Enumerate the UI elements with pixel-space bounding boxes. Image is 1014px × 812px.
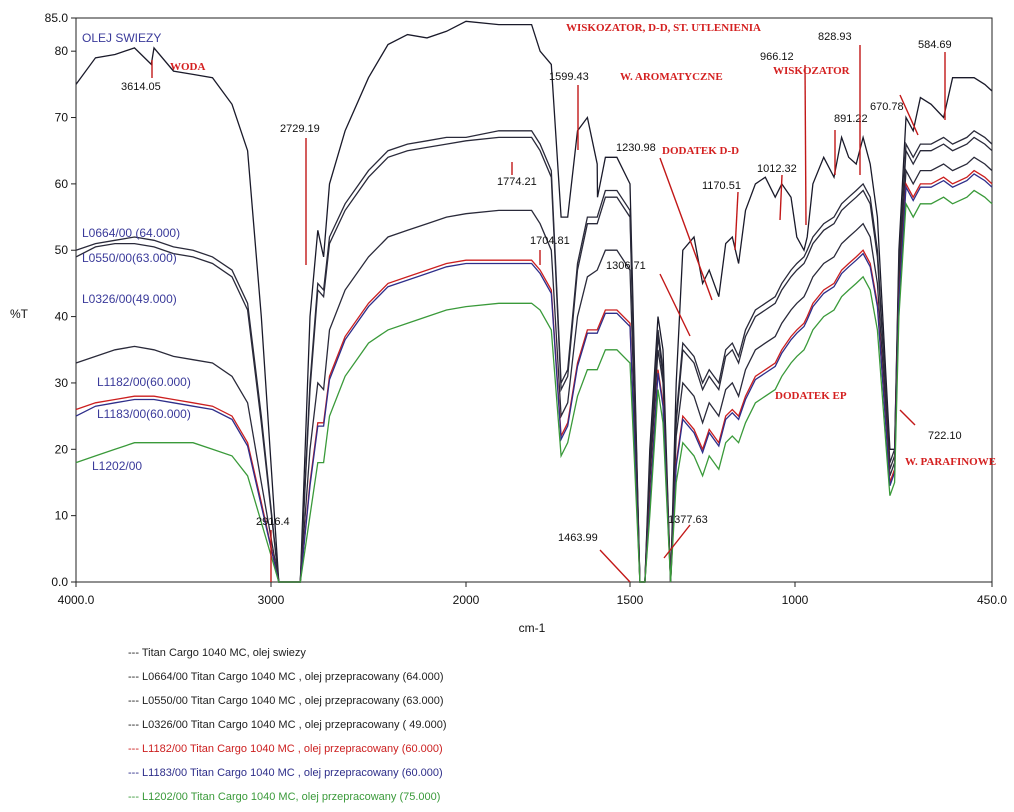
series-tag-3: L0326/00(49.000) [82,292,177,306]
series-tag-0: OLEJ SWIEZY [82,31,161,45]
peak-label-0: 3614.05 [121,81,161,93]
plot-frame [75,17,993,583]
x-tick-label: 1000 [782,593,809,607]
y-tick-label: 0.0 [51,575,68,589]
peak-leader-16 [663,524,691,559]
legend-entry-0: --- Titan Cargo 1040 MC, olej swiezy [128,647,306,659]
series-tag-2: L0550/00(63.000) [82,251,177,265]
peak-label-10: 966.12 [760,51,794,63]
peak-leader-8 [734,191,739,251]
y-axis-title: %T [10,307,29,321]
peak-leader-7 [659,157,713,301]
peak-leader-17 [899,409,916,426]
series-tag-1: L0664/00 (64.000) [82,226,180,240]
peak-label-16: 1377.63 [668,514,708,526]
y-tick-label: 40 [55,310,69,324]
annotation-6: W. PARAFINOWE [905,456,996,468]
series-line-3 [75,156,993,583]
annotation-0: WODA [170,61,206,73]
peak-label-11: 891.22 [834,113,868,125]
peak-label-13: 670.78 [870,101,904,113]
legend-entry-1: --- L0664/00 Titan Cargo 1040 MC , olej … [128,671,444,683]
y-tick-label: 10 [55,509,69,523]
y-tick-label: 80 [55,44,69,58]
peak-label-9: 1012.32 [757,163,797,175]
peak-label-1: 2729.19 [280,123,320,135]
chart-annotations: WODA W. AROMATYCZNE WISKOZATOR, D-D, ST. U… [170,22,996,468]
annotation-5: DODATEK EP [775,390,847,402]
x-tick-label: 4000.0 [58,593,95,607]
peak-label-14: 584.69 [918,39,952,51]
y-tick-label: 30 [55,376,69,390]
legend-entry-3: --- L0326/00 Titan Cargo 1040 MC , olej … [128,719,447,731]
annotation-1: W. AROMATYCZNE [620,71,723,83]
annotation-2: WISKOZATOR, D-D, ST. UTLENIENIA [566,22,761,34]
series-line-0 [75,20,993,583]
peak-leader-10 [804,64,807,226]
series-line-6 [75,189,993,583]
ftir-spectrum-chart: 0.0 10 20 30 40 50 60 70 80 85.0 4000.0 3000 2000 150… [10,11,1007,635]
y-tick-label: 50 [55,243,69,257]
peak-label-4: 1599.43 [549,71,589,83]
peak-leader-9 [779,174,783,221]
peak-label-2: 2916.4 [256,516,290,528]
annotation-3: DODATEK D-D [662,145,739,157]
x-tick-label: 450.0 [977,593,1007,607]
peak-leader-6 [659,273,691,337]
legend-entry-4: --- L1182/00 Titan Cargo 1040 MC , olej … [128,743,443,755]
series-line-2 [75,136,993,583]
legend-entry-6: --- L1202/00 Titan Cargo 1040 MC, olej p… [128,791,441,803]
y-tick-label: 20 [55,442,69,456]
chart-series [75,20,993,583]
legend-entry-5: --- L1183/00 Titan Cargo 1040 MC , olej … [128,767,443,779]
x-tick-label: 3000 [258,593,285,607]
peak-label-15: 1463.99 [558,532,598,544]
annotation-4: WISKOZATOR [773,65,851,77]
x-tick-label: 1500 [617,593,644,607]
series-tag-4: L1182/00(60.000) [97,375,191,389]
peak-label-6: 1306.71 [606,260,646,272]
peak-label-7: 1230.98 [616,142,656,154]
x-tick-label: 2000 [453,593,480,607]
peak-leader-15 [599,549,631,583]
peak-label-17: 722.10 [928,430,962,442]
peak-label-12: 828.93 [818,31,852,43]
y-tick-label: 60 [55,177,69,191]
y-tick-label: 85.0 [45,11,69,25]
legend-entry-2: --- L0550/00 Titan Cargo 1040 MC , olej … [128,695,444,707]
y-tick-label: 70 [55,111,69,125]
peak-label-8: 1170.51 [702,180,741,192]
x-axis-title: cm-1 [519,621,546,635]
chart-series-tags: OLEJ SWIEZY L0664/00 (64.000) L0550/00(63.… [82,31,191,473]
series-tag-6: L1202/00 [92,459,142,473]
peak-leader-13 [899,94,919,136]
series-tag-5: L1183/00(60.000) [97,407,191,421]
chart-peak-labels: 3614.05 2729.19 2916.4 1774.21 1599.43 1704.8… [121,31,962,583]
chart-axes: 0.0 10 20 30 40 50 60 70 80 85.0 4000.0 3000 2000 150… [10,11,1007,635]
peak-label-5: 1704.81 [530,235,570,247]
peak-label-3: 1774.21 [497,176,537,188]
